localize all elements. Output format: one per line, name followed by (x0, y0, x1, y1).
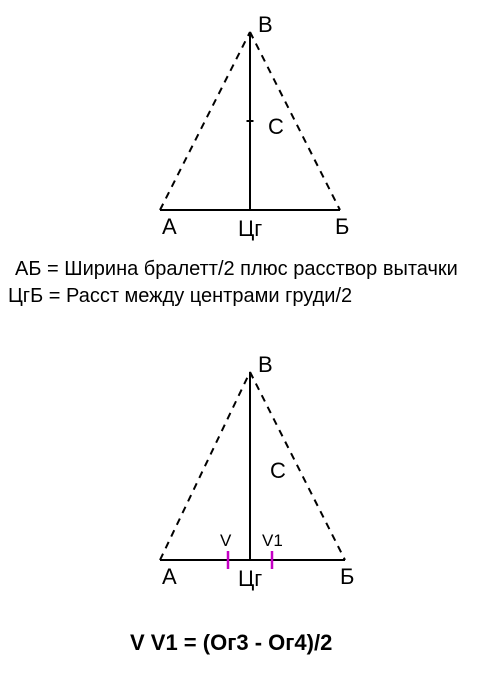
definition-CgB: ЦгБ = Расст между центрами груди/2 (8, 285, 352, 308)
definition-AB-prefix: АБ = (15, 258, 64, 280)
side-AB-dashed (160, 372, 250, 560)
label-A: А (162, 564, 177, 589)
label-Cg: Цг (238, 566, 262, 591)
label-B: В (258, 12, 273, 37)
label-Cg: Цг (238, 216, 262, 241)
triangle-bottom-diagram: В А Б Цг С V V1 (120, 350, 380, 600)
definition-AB: АБ = Ширина бралетт/2 плюс расствор выта… (15, 258, 458, 281)
page-root: В А Б Цг С АБ = Ширина бралетт/2 плюс ра… (0, 0, 502, 687)
label-C: С (268, 114, 284, 139)
label-Bl: Б (340, 564, 354, 589)
formula-VV1: V V1 = (Ог3 - Ог4)/2 (130, 630, 332, 656)
label-Bl: Б (335, 214, 349, 239)
label-V: V (220, 531, 232, 550)
label-V1: V1 (262, 531, 283, 550)
side-AB-dashed (160, 32, 250, 210)
label-B: В (258, 352, 273, 377)
definition-AB-body: Ширина бралетт/2 плюс расствор вытачки (64, 258, 458, 280)
side-BBl-dashed (250, 32, 340, 210)
triangle-top-diagram: В А Б Цг С (120, 10, 380, 240)
definition-CgB-prefix: ЦгБ = (8, 285, 66, 307)
definition-CgB-body: Расст между центрами груди/2 (66, 285, 352, 307)
label-A: А (162, 214, 177, 239)
label-C: С (270, 458, 286, 483)
